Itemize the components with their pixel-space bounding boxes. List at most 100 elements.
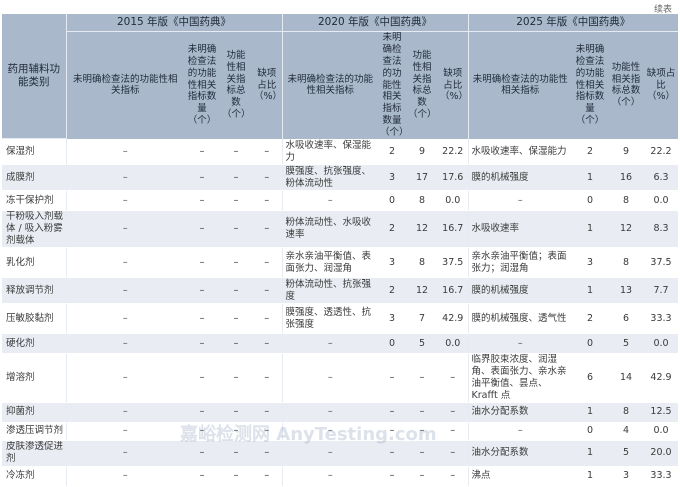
percent-cell: –: [252, 164, 282, 192]
indicators-cell: 粉体流动性、水吸收速率: [281, 210, 378, 248]
total-cell: –: [220, 333, 252, 354]
indicators-cell: –: [467, 422, 572, 441]
header-category: 药用辅料功能类别: [2, 14, 66, 140]
percent-cell: 37.5: [438, 247, 468, 278]
percent-cell: 12.5: [644, 402, 678, 423]
percent-cell: 0.0: [644, 190, 678, 212]
header-edition-2015: 2015 年版《中国药典》: [65, 14, 282, 32]
continued-label: 续表: [653, 5, 672, 15]
category-cell: 硬化剂: [2, 333, 66, 354]
header-total: 功能性相关指标总数（个）: [406, 31, 438, 139]
percent-cell: –: [438, 466, 468, 487]
total-cell: 8: [406, 190, 438, 212]
total-cell: –: [406, 466, 438, 487]
count-cell: 1: [572, 440, 608, 467]
count-cell: 1: [572, 402, 608, 423]
count-cell: 2: [378, 138, 406, 166]
total-cell: 4: [608, 422, 644, 441]
count-cell: –: [378, 402, 406, 423]
indicators-cell: 临界胶束浓度、润湿角、表面张力、亲水亲油平衡值、昙点、Krafft 点: [467, 353, 572, 403]
total-cell: –: [220, 466, 252, 487]
indicators-cell: –: [65, 353, 184, 403]
category-cell: 乳化剂: [2, 247, 66, 278]
count-cell: –: [378, 466, 406, 487]
percent-cell: –: [252, 466, 282, 487]
table-body: 保湿剂 – – – – 水吸收速率、保湿能力 2 9 22.2 水吸收速率、保湿能力 2 9 22.2 成…: [2, 138, 678, 487]
indicators-cell: 油水分配系数: [467, 402, 572, 423]
indicators-cell: 亲水亲油平衡值；表面张力；润湿角: [467, 247, 572, 278]
total-cell: 8: [608, 402, 644, 423]
count-cell: –: [184, 353, 220, 403]
indicators-cell: –: [65, 333, 184, 354]
count-cell: 1: [572, 164, 608, 192]
indicators-cell: –: [65, 277, 184, 304]
percent-cell: –: [252, 440, 282, 467]
percent-cell: 6.3: [644, 164, 678, 192]
indicators-cell: –: [281, 440, 378, 467]
percent-cell: 37.5: [644, 247, 678, 278]
header-percent: 缺项占比（%）: [644, 31, 678, 139]
count-cell: 2: [572, 138, 608, 166]
percent-cell: –: [252, 422, 282, 441]
category-cell: 增溶剂: [2, 353, 66, 403]
table-row: 保湿剂 – – – – 水吸收速率、保湿能力 2 9 22.2 水吸收速率、保湿能力 2 9 22.2: [2, 138, 678, 166]
table-row: 乳化剂 – – – – 亲水亲油平衡值、表面张力、润湿角 3 8 37.5 亲水亲油平衡值；表面张…: [2, 247, 678, 278]
table-row: 硬化剂 – – – – –0 5 0.0–0 5 0.0: [2, 333, 678, 354]
percent-cell: 22.2: [644, 138, 678, 166]
table-row: 冷冻剂 – – – – – – – – 沸点 1 3 33.3: [2, 466, 678, 487]
count-cell: –: [184, 303, 220, 334]
excipient-indicator-table: 药用辅料功能类别 2015 年版《中国药典》 2020 年版《中国药典》 202…: [2, 14, 678, 487]
indicators-cell: –: [281, 466, 378, 487]
percent-cell: 42.9: [644, 353, 678, 403]
total-cell: 8: [406, 247, 438, 278]
total-cell: 12: [608, 210, 644, 248]
indicators-cell: 油水分配系数: [467, 440, 572, 467]
percent-cell: –: [438, 440, 468, 467]
total-cell: 9: [608, 138, 644, 166]
category-cell: 抑菌剂: [2, 402, 66, 423]
indicators-cell: –: [281, 333, 378, 354]
total-cell: 16: [608, 164, 644, 192]
total-cell: –: [220, 440, 252, 467]
count-cell: –: [184, 138, 220, 166]
table-row: 压敏胶黏剂 – – – – 膜强度、透透性、抗张强度 3 7 42.9 膜的机械强度、透气性 2 6 3…: [2, 303, 678, 334]
total-cell: –: [406, 440, 438, 467]
count-cell: 3: [378, 247, 406, 278]
count-cell: –: [184, 402, 220, 423]
table-row: 释放调节剂 – – – – 粉体流动性、抗张强度 2 12 16.7 膜的机械强度 1 13 7.7: [2, 277, 678, 304]
count-cell: 2: [572, 303, 608, 334]
category-cell: 压敏胶黏剂: [2, 303, 66, 334]
indicators-cell: 膜强度、透透性、抗张强度: [281, 303, 378, 334]
indicators-cell: 膜的机械强度: [467, 164, 572, 192]
category-cell: 释放调节剂: [2, 277, 66, 304]
category-cell: 渗透压调节剂: [2, 422, 66, 441]
count-cell: –: [378, 422, 406, 441]
percent-cell: 20.0: [644, 440, 678, 467]
percent-cell: –: [252, 303, 282, 334]
percent-cell: 42.9: [438, 303, 468, 334]
count-cell: 1: [572, 277, 608, 304]
indicators-cell: –: [467, 333, 572, 354]
percent-cell: –: [252, 190, 282, 212]
total-cell: –: [220, 138, 252, 166]
category-cell: 冷冻剂: [2, 466, 66, 487]
indicators-cell: –: [65, 247, 184, 278]
count-cell: –: [378, 440, 406, 467]
count-cell: –: [184, 440, 220, 467]
table-row: 增溶剂 – – – – – – – – 临界胶束浓度、润湿角、表面张力、亲水亲油平衡值、昙点、Kr…: [2, 353, 678, 403]
percent-cell: 7.7: [644, 277, 678, 304]
indicators-cell: –: [65, 466, 184, 487]
table-row: 干粉吸入剂载体 / 吸入粉雾剂载体 – – – – 粉体流动性、水吸收速率 2 12 16.7 水…: [2, 210, 678, 248]
percent-cell: –: [438, 353, 468, 403]
percent-cell: 8.3: [644, 210, 678, 248]
percent-cell: –: [252, 402, 282, 423]
header-indicators: 未明确检查法的功能性相关指标: [65, 31, 184, 139]
category-cell: 冻干保护剂: [2, 190, 66, 212]
percent-cell: –: [252, 247, 282, 278]
table-row: 皮肤渗透促进剂 – – – – – – – – 油水分配系数 1 5 20.0: [2, 440, 678, 467]
count-cell: –: [184, 333, 220, 354]
total-cell: –: [220, 164, 252, 192]
count-cell: –: [184, 190, 220, 212]
table-row: 成膜剂 – – – – 膜强度、抗张强度、粉体流动性 3 17 17.6 膜的机械强度 1 16 6.3: [2, 164, 678, 192]
count-cell: 1: [572, 210, 608, 248]
